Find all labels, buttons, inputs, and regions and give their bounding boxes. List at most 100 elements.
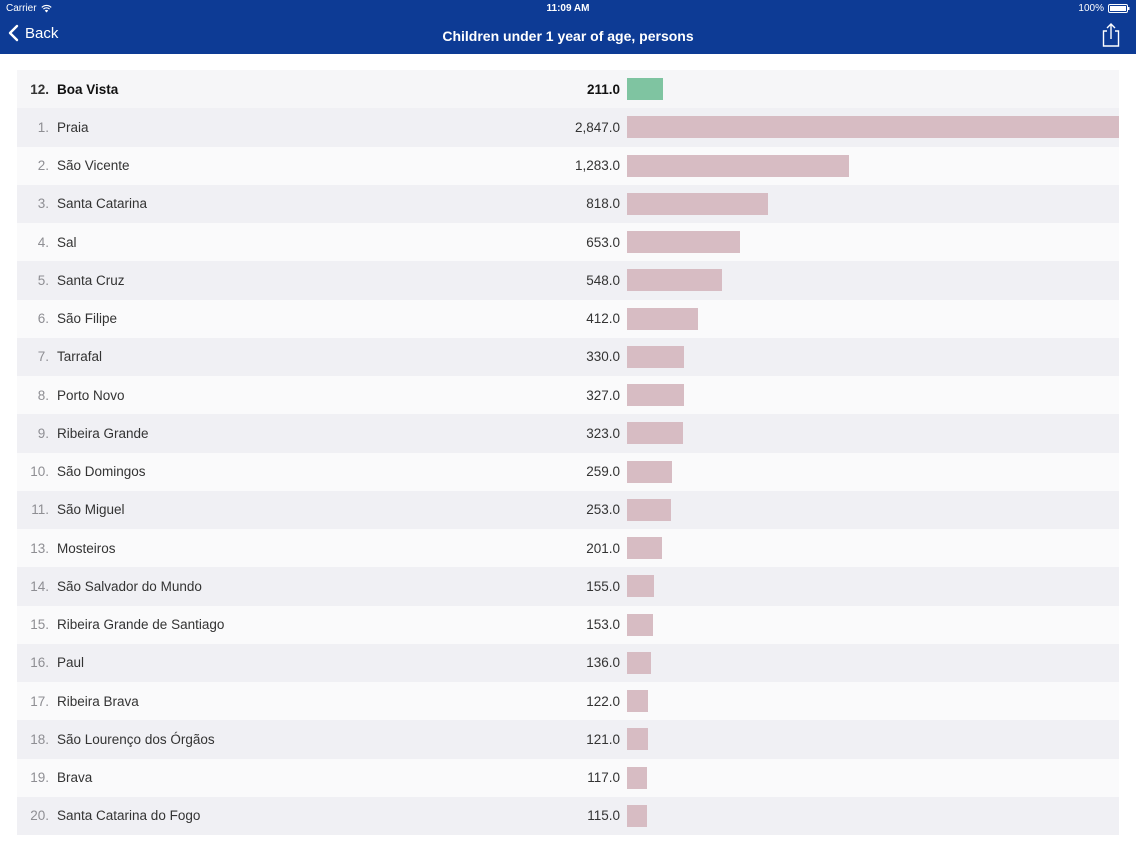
battery-percent: 100% xyxy=(1078,3,1104,14)
value-bar xyxy=(627,269,722,292)
region-name: Sal xyxy=(57,234,77,250)
list-row[interactable]: 14. São Salvador do Mundo 155.0 xyxy=(17,567,1119,606)
value-label: 136.0 xyxy=(586,655,620,671)
value-label: 115.0 xyxy=(587,808,620,824)
rank-label: 15. xyxy=(30,617,49,633)
share-icon xyxy=(1102,23,1120,47)
region-name: Tarrafal xyxy=(57,349,103,365)
rank-label: 20. xyxy=(30,808,49,824)
rank-label: 5. xyxy=(37,272,49,288)
value-bar xyxy=(627,345,685,368)
region-name: Santa Catarina do Fogo xyxy=(57,808,201,824)
wifi-icon xyxy=(40,4,52,13)
highlighted-row[interactable]: 12. Boa Vista 211.0 xyxy=(17,70,1119,109)
value-label: 2,847.0 xyxy=(574,119,620,135)
rank-label: 10. xyxy=(30,464,49,480)
list-row[interactable]: 7. Tarrafal 330.0 xyxy=(17,337,1119,376)
value-bar xyxy=(627,460,672,483)
list-row[interactable]: 5. Santa Cruz 548.0 xyxy=(17,261,1119,300)
value-label: 121.0 xyxy=(586,731,620,747)
region-name: Ribeira Grande xyxy=(57,425,149,441)
value-label: 1,283.0 xyxy=(574,158,620,174)
rank-label: 19. xyxy=(30,770,49,786)
region-name: Praia xyxy=(57,119,89,135)
region-name: São Vicente xyxy=(57,158,130,174)
region-name: Ribeira Brava xyxy=(57,693,139,709)
value-bar xyxy=(627,537,662,559)
region-name: Santa Cruz xyxy=(57,272,125,288)
value-label: 259.0 xyxy=(586,464,620,480)
list-row[interactable]: 15. Ribeira Grande de Santiago 153.0 xyxy=(17,605,1119,644)
rank-label: 17. xyxy=(30,693,49,709)
highlight-bar xyxy=(627,78,664,100)
value-bar xyxy=(627,498,671,521)
page-title: Children under 1 year of age, persons xyxy=(442,28,694,44)
list-row[interactable]: 18. São Lourenço dos Órgãos 121.0 xyxy=(17,720,1119,759)
ranking-list: 12. Boa Vista 211.0 1. Praia 2,847.0 2. São … xyxy=(17,70,1119,835)
list-row[interactable]: 8. Porto Novo 327.0 xyxy=(17,376,1119,415)
value-label: 153.0 xyxy=(586,617,620,633)
value-label: 201.0 xyxy=(586,540,620,556)
rank-label: 12. xyxy=(30,81,49,97)
status-bar: Carrier 11:09 AM 100% xyxy=(0,0,1136,18)
list-row[interactable]: 4. Sal 653.0 xyxy=(17,223,1119,262)
battery-icon xyxy=(1108,4,1130,13)
region-name: São Domingos xyxy=(57,464,146,480)
value-label: 653.0 xyxy=(586,234,620,250)
rank-label: 11. xyxy=(31,502,49,518)
region-name: Brava xyxy=(57,770,93,786)
list-row[interactable]: 9. Ribeira Grande 323.0 xyxy=(17,414,1119,453)
list-row[interactable]: 3. Santa Catarina 818.0 xyxy=(17,184,1119,223)
value-bar xyxy=(627,116,1119,139)
value-bar xyxy=(627,575,654,598)
value-bar xyxy=(627,613,654,636)
list-row[interactable]: 17. Ribeira Brava 122.0 xyxy=(17,682,1119,721)
list-row[interactable]: 6. São Filipe 412.0 xyxy=(17,299,1119,338)
rank-label: 14. xyxy=(30,578,49,594)
value-label: 548.0 xyxy=(586,272,620,288)
value-bar xyxy=(627,690,649,712)
region-name: Santa Catarina xyxy=(57,196,148,212)
value-label: 117.0 xyxy=(587,770,620,786)
value-label: 412.0 xyxy=(586,311,620,327)
value-label: 122.0 xyxy=(586,693,620,709)
region-name: São Filipe xyxy=(57,311,118,327)
rank-label: 8. xyxy=(37,387,49,403)
list-row[interactable]: 16. Paul 136.0 xyxy=(17,643,1119,682)
list-row[interactable]: 19. Brava 117.0 xyxy=(17,758,1119,797)
list-row[interactable]: 20. Santa Catarina do Fogo 115.0 xyxy=(17,796,1119,835)
share-button[interactable] xyxy=(1100,23,1122,47)
rank-label: 1. xyxy=(37,119,49,135)
region-name: Mosteiros xyxy=(57,540,116,556)
value-label: 155.0 xyxy=(586,578,620,594)
value-bar xyxy=(627,154,849,177)
value-bar xyxy=(627,804,647,827)
region-name: Boa Vista xyxy=(57,81,119,97)
carrier-label: Carrier xyxy=(6,3,37,14)
region-name: Ribeira Grande de Santiago xyxy=(57,617,225,633)
list-row[interactable]: 1. Praia 2,847.0 xyxy=(17,108,1119,147)
status-time: 11:09 AM xyxy=(546,3,590,14)
value-bar xyxy=(627,728,648,751)
list-row[interactable]: 13. Mosteiros 201.0 xyxy=(17,529,1119,568)
value-bar xyxy=(627,651,651,674)
rank-label: 3. xyxy=(37,196,49,212)
battery-indicator: 100% xyxy=(1078,3,1130,14)
region-name: Porto Novo xyxy=(57,387,125,403)
value-bar xyxy=(627,307,699,330)
rank-label: 6. xyxy=(37,311,49,327)
list-row[interactable]: 2. São Vicente 1,283.0 xyxy=(17,146,1119,185)
carrier-indicator: Carrier xyxy=(6,3,52,14)
rank-label: 4. xyxy=(37,234,49,250)
value-bar xyxy=(627,231,740,253)
value-label: 327.0 xyxy=(586,387,620,403)
region-name: São Miguel xyxy=(57,502,125,518)
value-bar xyxy=(627,384,684,406)
back-button[interactable]: Back xyxy=(8,24,58,42)
rank-label: 7. xyxy=(37,349,49,365)
value-bar xyxy=(627,422,683,445)
list-row[interactable]: 11. São Miguel 253.0 xyxy=(17,490,1119,529)
value-label: 818.0 xyxy=(586,196,620,212)
rank-label: 13. xyxy=(30,540,49,556)
list-row[interactable]: 10. São Domingos 259.0 xyxy=(17,452,1119,491)
